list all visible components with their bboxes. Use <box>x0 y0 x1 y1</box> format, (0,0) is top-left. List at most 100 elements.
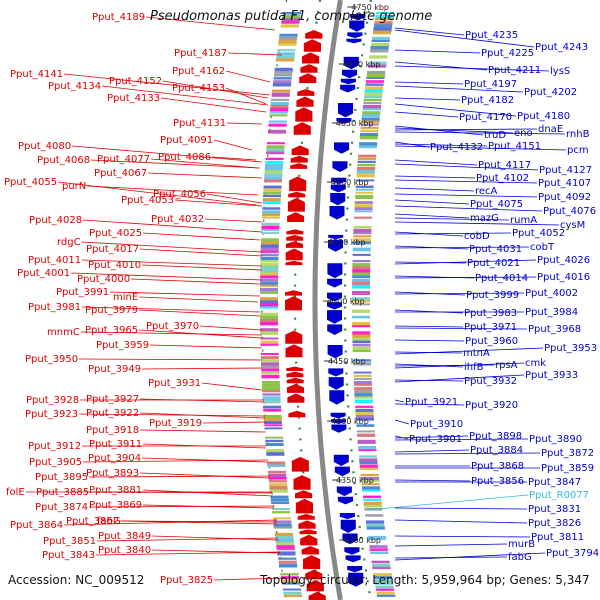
forward-gene-arrow <box>333 454 349 466</box>
reverse-label-leader <box>79 413 266 417</box>
cog-strip-forward <box>357 439 376 444</box>
reverse-gene-arrow <box>287 198 305 212</box>
cog-strip-forward <box>352 337 371 342</box>
cog-strip-forward <box>360 467 379 470</box>
cog-strip-forward <box>369 55 388 59</box>
cog-strip-forward <box>357 433 376 437</box>
forward-label-leader <box>394 127 514 134</box>
cog-strip-reverse <box>260 272 279 276</box>
kbp-tick-label: 4650 kbp <box>336 119 374 128</box>
forward-label-leader <box>394 435 469 439</box>
forward-gene-arrow <box>346 38 362 44</box>
cog-strip-forward <box>355 415 374 419</box>
reverse-gene-arrow <box>295 490 313 499</box>
forward-gene-label: truD <box>484 130 506 141</box>
reverse-gene-label: Pput_3965 <box>85 325 138 336</box>
cog-strip-forward <box>357 167 376 171</box>
kbp-tick-label: 4300 kbp <box>343 536 381 545</box>
cog-strip-forward <box>353 229 372 233</box>
cog-strip-forward <box>352 263 371 267</box>
cog-strip-forward <box>360 129 379 133</box>
reverse-label-leader <box>140 412 266 419</box>
reverse-gene-label: Pput_4068 <box>37 155 90 166</box>
cog-strip-forward <box>352 322 371 327</box>
cog-strip-reverse <box>261 368 280 372</box>
cog-strip-reverse <box>261 238 279 242</box>
cog-strip-forward <box>357 163 376 167</box>
cog-strip-reverse <box>266 148 285 153</box>
reverse-gene-arrow <box>302 52 320 64</box>
forward-gene-label: Pput_3794 <box>546 548 599 559</box>
cog-strip-reverse <box>262 396 281 400</box>
forward-gene-label: Pput_4075 <box>470 199 523 210</box>
reverse-gene-label: Pput_4067 <box>94 168 147 179</box>
reverse-label-leader <box>82 306 261 313</box>
cog-strip-forward <box>359 461 378 465</box>
cog-strip-reverse <box>267 129 286 134</box>
forward-gene-label: Pput_4002 <box>525 288 578 299</box>
cog-strip-reverse <box>261 359 279 362</box>
cog-strip-reverse <box>273 523 292 528</box>
cog-strip-forward <box>359 464 378 469</box>
forward-gene-arrow <box>340 519 356 533</box>
reverse-label-leader <box>150 344 263 349</box>
cog-strip-forward <box>358 145 377 149</box>
cog-strip-forward <box>358 154 377 158</box>
reverse-gene-arrow <box>305 30 323 39</box>
forward-gene-label: Pput_3933 <box>525 370 578 381</box>
forward-gene-label: Pput_4026 <box>537 255 590 266</box>
reverse-gene-label: Pput_4032 <box>151 214 204 225</box>
forward-gene-label: cysM <box>560 220 585 231</box>
cog-strip-forward <box>365 83 384 86</box>
cog-strip-reverse <box>271 98 290 101</box>
forward-label-leader <box>394 449 470 453</box>
reverse-gene-label: Pput_4131 <box>173 118 226 129</box>
cog-strip-forward <box>366 74 385 78</box>
cog-strip-reverse <box>273 80 292 85</box>
cog-strip-reverse <box>263 405 281 409</box>
cog-strip-reverse <box>260 322 279 326</box>
reverse-gene-label: Pput_3918 <box>86 425 139 436</box>
cog-strip-reverse <box>272 517 291 520</box>
reverse-gene-label: Pput_3904 <box>88 453 141 464</box>
reverse-gene-label: Pput_4091 <box>160 135 213 146</box>
cog-strip-reverse <box>263 415 282 420</box>
reverse-gene-arrow <box>289 176 307 192</box>
forward-label-leader <box>394 519 528 524</box>
forward-label-leader <box>394 159 478 166</box>
forward-label-leader <box>394 179 538 184</box>
forward-gene-arrow <box>338 103 354 118</box>
cog-strip-forward <box>364 89 383 93</box>
cog-strip-forward <box>352 340 371 343</box>
forward-gene-arrow <box>340 84 356 93</box>
cog-strip-forward <box>374 579 393 584</box>
reverse-gene-arrow <box>286 229 304 235</box>
cog-strip-forward <box>353 371 372 374</box>
cog-strip-reverse <box>274 526 293 529</box>
forward-label-leader <box>367 494 529 511</box>
reverse-gene-label: Pput_3885 <box>36 487 89 498</box>
kbp-tick-label: 4450 kbp <box>328 357 366 366</box>
cog-strip-forward <box>376 591 395 595</box>
forward-gene-arrow <box>336 486 352 497</box>
cog-strip-forward <box>356 430 375 433</box>
forward-gene-label: Pput_4180 <box>517 111 570 122</box>
reverse-gene-arrow <box>285 241 303 248</box>
forward-label-leader <box>394 232 512 235</box>
forward-label-leader <box>394 199 470 205</box>
cog-strip-forward <box>353 225 372 229</box>
cog-strip-reverse <box>274 532 293 537</box>
forward-label-leader <box>394 128 538 131</box>
cog-strip-reverse <box>276 542 295 546</box>
cog-strip-forward <box>353 241 371 245</box>
forward-gene-label: Pput_3826 <box>528 518 581 529</box>
cog-strip-forward <box>366 523 385 528</box>
reverse-gene-label: Pput_3905 <box>29 457 82 468</box>
cog-strip-reverse <box>260 284 279 287</box>
cog-strip-reverse <box>262 210 281 214</box>
forward-label-leader <box>394 362 525 369</box>
cog-strip-forward <box>372 566 391 570</box>
reverse-label-leader <box>139 329 263 339</box>
cog-strip-forward <box>355 411 374 417</box>
